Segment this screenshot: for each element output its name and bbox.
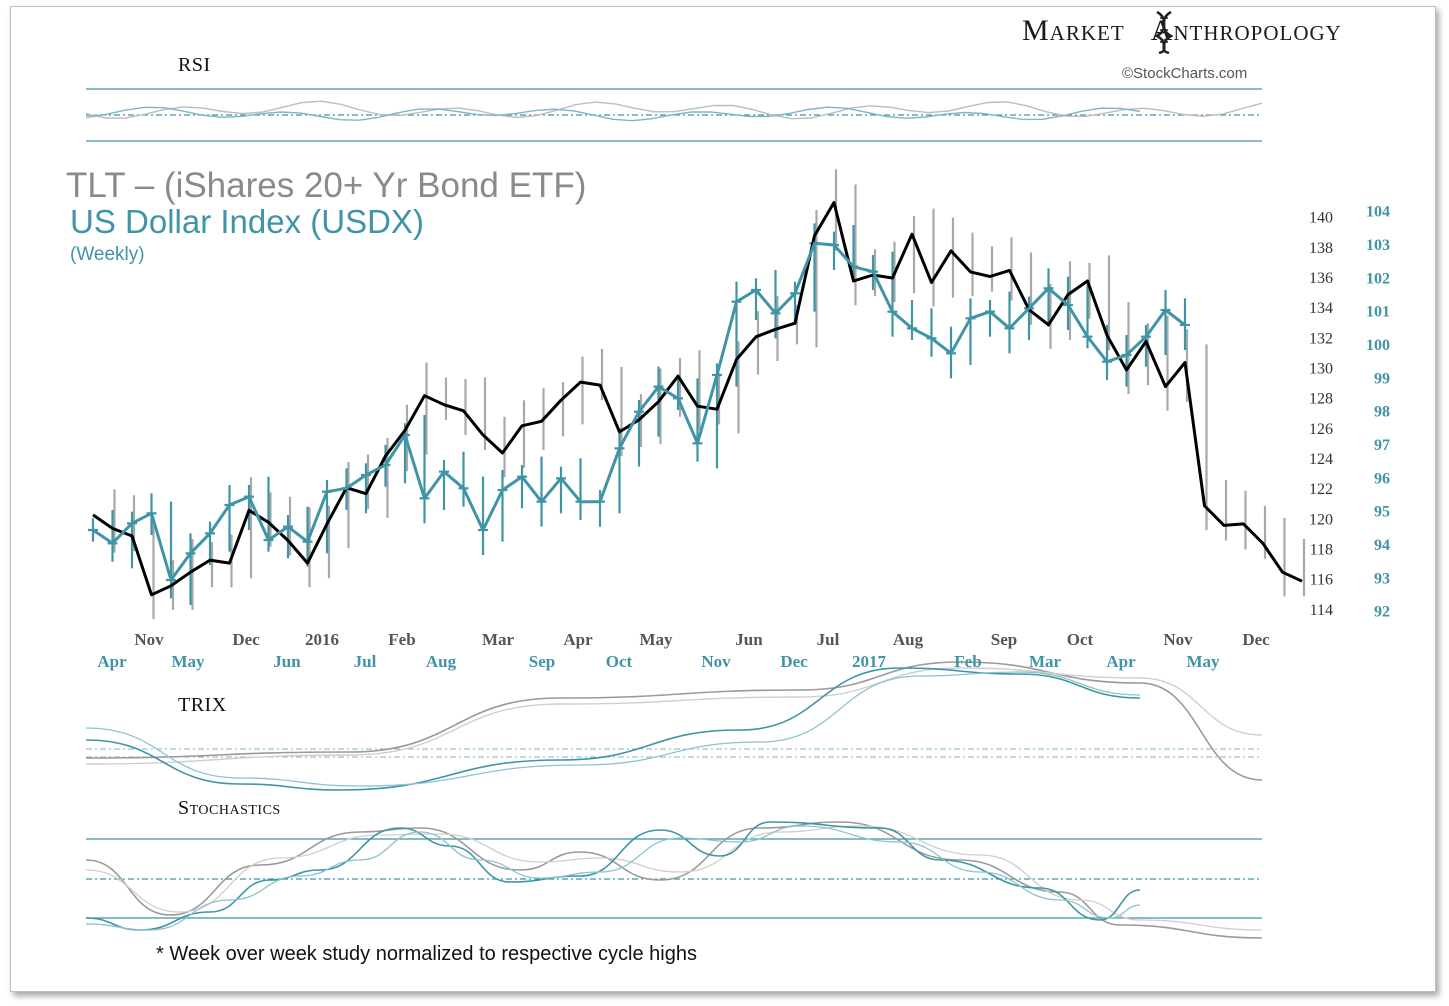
stochastics-label: Stochastics: [178, 797, 281, 819]
stoch-usdx-signal: [85, 825, 1141, 931]
right-axis-tick-label: 95: [1374, 504, 1390, 521]
trix-tlt-line: [85, 661, 1263, 781]
x-axis-bottom-label: Jun: [273, 652, 301, 671]
x-axis-top-label: Sep: [991, 630, 1017, 649]
x-axis-top-label: Mar: [482, 630, 515, 649]
left-axis-tick-label: 140: [1309, 210, 1333, 227]
rsi-usdx-line: [85, 106, 1141, 122]
x-axis-top-label: Feb: [388, 630, 415, 649]
source-credit: ©StockCharts.com: [1122, 65, 1248, 82]
x-axis-top-label: Aug: [893, 630, 924, 649]
trix-tlt-signal: [85, 667, 1263, 765]
x-axis-bottom-label: Nov: [701, 652, 731, 671]
left-axis-tick-label: 120: [1309, 511, 1333, 528]
x-axis-top-label: Oct: [1067, 630, 1094, 649]
usdx-series-line: [92, 241, 1186, 582]
x-axis-bottom-label: Aug: [426, 652, 457, 671]
left-axis-tick-label: 138: [1309, 240, 1333, 257]
x-axis-bottom-label: Feb: [954, 652, 981, 671]
x-axis-bottom-label: Sep: [529, 652, 555, 671]
stoch-tlt-line: [85, 821, 1263, 939]
right-axis-tick-label: 103: [1366, 237, 1390, 254]
x-axis-bottom-label: Oct: [606, 652, 633, 671]
left-axis-tick-label: 116: [1310, 572, 1333, 589]
right-axis-tick-label: 94: [1374, 537, 1390, 554]
x-axis-top-label: Apr: [563, 630, 593, 649]
x-axis-bottom-label: Mar: [1029, 652, 1062, 671]
trix-label: TRIX: [178, 694, 227, 716]
right-axis-tick-label: 97: [1374, 437, 1390, 454]
right-axis-tick-label: 96: [1374, 470, 1390, 487]
x-axis-top-label: Dec: [232, 630, 260, 649]
x-axis-bottom-label: 2017: [852, 652, 887, 671]
left-axis-tick-label: 114: [1310, 602, 1333, 619]
rsi-label: RSI: [178, 54, 211, 76]
x-axis-bottom-label: Apr: [97, 652, 127, 671]
x-axis-top-label: Jun: [735, 630, 763, 649]
x-axis-bottom-label: May: [1186, 652, 1220, 671]
right-axis-tick-label: 101: [1366, 304, 1390, 321]
right-axis-tick-label: 93: [1374, 570, 1390, 587]
left-axis-tick-label: 136: [1309, 270, 1333, 287]
left-axis-tick-label: 130: [1309, 361, 1333, 378]
brand-logo: Market Anthropology: [1022, 14, 1342, 48]
right-axis-tick-label: 102: [1366, 270, 1390, 287]
trix-usdx-signal: [85, 671, 1141, 787]
stoch-tlt-signal: [85, 825, 1263, 931]
rsi-tlt-line: [85, 100, 1263, 120]
brand-right: Anthropology: [1150, 14, 1342, 47]
x-axis-bottom-label: Apr: [1106, 652, 1136, 671]
x-axis-bottom-label: Jul: [354, 652, 377, 671]
right-axis-tick-label: 99: [1374, 370, 1390, 387]
trix-usdx-line: [85, 667, 1141, 791]
title-usdx: US Dollar Index (USDX): [70, 203, 424, 240]
left-axis-tick-label: 134: [1309, 300, 1333, 317]
x-axis-top-label: Nov: [134, 630, 164, 649]
left-axis-tick-label: 118: [1310, 542, 1333, 559]
right-axis-tick-label: 100: [1366, 337, 1390, 354]
x-axis-bottom-label: Dec: [780, 652, 808, 671]
footnote: * Week over week study normalized to res…: [156, 943, 697, 965]
left-axis-tick-label: 126: [1309, 421, 1333, 438]
right-axis-tick-label: 104: [1366, 204, 1390, 221]
x-axis-top-label: Jul: [817, 630, 840, 649]
left-axis-tick-label: 128: [1309, 391, 1333, 408]
x-axis-top-label: Nov: [1163, 630, 1193, 649]
stoch-usdx-line: [85, 821, 1141, 931]
left-axis-tick-label: 124: [1309, 451, 1333, 468]
title-tlt: TLT – (iShares 20+ Yr Bond ETF): [66, 166, 587, 205]
x-axis-top-label: May: [639, 630, 673, 649]
left-axis-tick-label: 132: [1309, 330, 1333, 347]
dna-helix-icon: [1154, 10, 1174, 54]
right-axis-tick-label: 98: [1374, 404, 1390, 421]
chart-frame: [10, 6, 1436, 992]
tlt-series-line: [92, 201, 1303, 597]
x-axis-top-label: Dec: [1242, 630, 1270, 649]
brand-left: Market: [1022, 14, 1125, 47]
right-axis-tick-label: 92: [1374, 604, 1390, 621]
x-axis-top-label: 2016: [305, 630, 339, 649]
title-frequency: (Weekly): [70, 244, 145, 265]
x-axis-bottom-label: May: [171, 652, 205, 671]
left-axis-tick-label: 122: [1309, 481, 1333, 498]
